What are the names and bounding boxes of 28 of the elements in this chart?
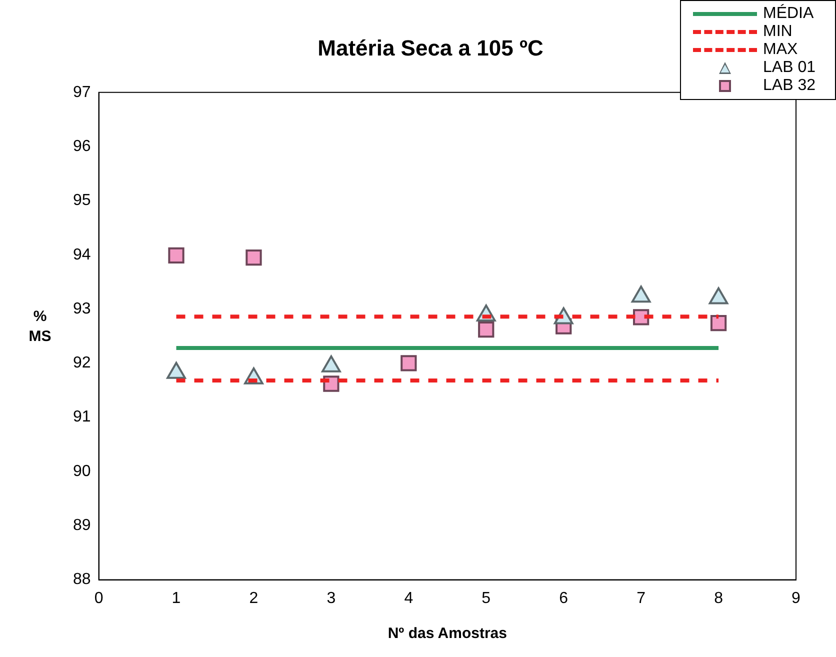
x-axis-title: Nº das Amostras bbox=[388, 625, 507, 642]
legend-label: LAB 01 bbox=[763, 59, 816, 77]
legend-label: MIN bbox=[763, 23, 792, 41]
legend-label: MAX bbox=[763, 41, 798, 59]
y-tick-label: 96 bbox=[73, 138, 91, 155]
x-tick-label: 8 bbox=[714, 590, 724, 607]
y-tick-label: 94 bbox=[73, 246, 91, 264]
y-tick-label: 93 bbox=[73, 300, 91, 318]
x-tick-label: 4 bbox=[404, 590, 414, 607]
x-tick-label: 0 bbox=[94, 590, 104, 607]
x-tick-label: 5 bbox=[482, 590, 491, 607]
y-axis-title: % MS bbox=[28, 308, 52, 346]
y-tick-label: 88 bbox=[73, 571, 91, 588]
x-tick-label: 9 bbox=[792, 590, 801, 607]
x-tick-label: 3 bbox=[326, 590, 336, 607]
x-tick-label: 1 bbox=[172, 590, 181, 607]
x-tick-label: 6 bbox=[559, 590, 568, 607]
legend-label: LAB 32 bbox=[763, 77, 816, 95]
chart-title: Matéria Seca a 105 ºC bbox=[318, 35, 544, 60]
y-tick-label: 91 bbox=[73, 408, 91, 426]
x-tick-label: 2 bbox=[249, 590, 258, 607]
y-tick-label: 95 bbox=[73, 192, 91, 210]
x-tick-label: 7 bbox=[636, 590, 646, 607]
y-tick-label: 89 bbox=[73, 517, 91, 534]
y-tick-label: 92 bbox=[73, 354, 91, 372]
y-tick-label: 97 bbox=[73, 84, 91, 101]
y-tick-label: 90 bbox=[73, 462, 91, 480]
legend-label: MÉDIA bbox=[763, 5, 814, 23]
